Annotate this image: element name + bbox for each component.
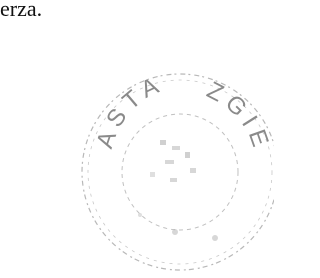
- stamp-right-text: ZGIE: [203, 77, 274, 156]
- stamp-inner-ring: [122, 114, 238, 230]
- stamp-emblem: [138, 140, 218, 241]
- stamp-text: ZGIE: [203, 77, 274, 156]
- document-page: erza. ASTA ZGIE: [0, 0, 274, 278]
- stamp: ASTA ZGIE: [0, 0, 274, 278]
